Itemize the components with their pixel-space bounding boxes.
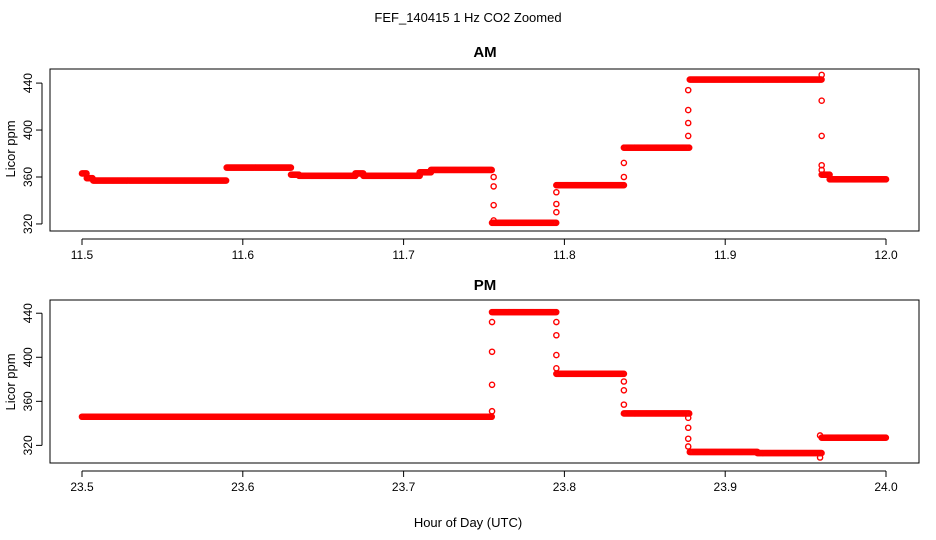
data-point xyxy=(553,188,560,196)
data-point xyxy=(488,381,496,389)
panel-am-x-tick-label: 12.0 xyxy=(874,248,898,262)
panel-am-x-tick-label: 11.5 xyxy=(71,248,94,262)
data-point xyxy=(684,106,692,114)
panel-pm-y-tick-label: 440 xyxy=(21,303,35,323)
data-point xyxy=(553,364,560,372)
data-point xyxy=(488,318,496,326)
data-point xyxy=(818,97,825,104)
panel-pm-plot-frame xyxy=(49,299,920,464)
data-point xyxy=(488,166,496,174)
data-point xyxy=(818,132,825,140)
panel-pm-x-tick-label: 23.9 xyxy=(714,480,738,494)
panel-am-y-tick-label: 320 xyxy=(21,214,35,234)
panel-pm-y-tick-label: 320 xyxy=(21,435,35,455)
panel-am-points xyxy=(78,71,890,227)
panel-am-y-tick-label: 440 xyxy=(21,73,35,93)
data-point xyxy=(882,176,890,183)
data-point xyxy=(490,183,497,190)
data-point xyxy=(553,318,560,326)
panel-am-y-tick-label: 360 xyxy=(21,167,35,187)
panel-am-x-tick-label: 11.6 xyxy=(232,248,255,262)
data-point xyxy=(620,387,628,394)
panel-am-y-tick-label: 400 xyxy=(21,120,35,140)
panel-pm-x-tick-label: 23.6 xyxy=(231,480,255,494)
data-point xyxy=(620,370,628,378)
panel-pm-ylabel: Licor ppm xyxy=(3,353,18,410)
data-point xyxy=(553,200,560,208)
data-point xyxy=(684,443,692,450)
data-point xyxy=(552,219,560,227)
data-point xyxy=(488,348,496,356)
panel-pm-title: PM xyxy=(474,277,497,294)
data-point xyxy=(684,132,692,140)
data-point xyxy=(818,166,825,174)
data-point xyxy=(684,435,692,443)
data-point xyxy=(553,351,560,359)
panel-am-title: AM xyxy=(473,44,496,61)
data-point xyxy=(553,331,560,339)
data-point xyxy=(818,71,825,79)
data-point xyxy=(490,217,497,224)
data-point xyxy=(620,401,628,408)
panel-pm-y-tick-label: 400 xyxy=(21,347,35,367)
data-point xyxy=(488,407,496,415)
data-point xyxy=(816,432,824,439)
panel-pm-x-tick-label: 23.5 xyxy=(70,480,94,494)
panel-pm: PM Licor ppm 23.5 23.6 23.7 23.8 23.9 24.0 320… xyxy=(3,277,920,494)
panel-am-x-tick-label: 11.8 xyxy=(553,248,576,262)
data-point xyxy=(816,454,824,461)
data-point xyxy=(684,119,692,127)
panel-pm-axes: 23.5 23.6 23.7 23.8 23.9 24.0 320 360 400 440 xyxy=(21,303,898,494)
panel-am-axes: 11.5 11.6 11.7 11.8 11.9 12.0 320 360 400 440 xyxy=(21,73,898,262)
data-point xyxy=(684,86,692,94)
panel-am-ylabel: Licor ppm xyxy=(3,120,18,177)
data-point xyxy=(222,177,230,184)
figure-title: FEF_140415 1 Hz CO2 Zoomed xyxy=(374,10,561,25)
data-point xyxy=(620,173,628,181)
panel-am-x-tick-label: 11.9 xyxy=(714,248,737,262)
data-point xyxy=(684,414,692,422)
panel-pm-x-tick-label: 23.8 xyxy=(553,480,577,494)
data-point xyxy=(490,173,497,181)
data-point xyxy=(620,181,628,189)
data-point xyxy=(620,378,628,385)
panel-pm-x-tick-label: 23.7 xyxy=(392,480,416,494)
panel-pm-x-tick-label: 24.0 xyxy=(874,480,898,494)
panel-pm-y-tick-label: 360 xyxy=(21,391,35,411)
panel-pm-points xyxy=(78,308,890,461)
x-axis-label: Hour of Day (UTC) xyxy=(414,515,522,530)
data-point xyxy=(553,208,560,216)
data-point xyxy=(552,308,560,316)
data-point xyxy=(620,159,628,167)
panel-am-plot-frame xyxy=(49,68,920,232)
panel-am: AM Licor ppm 11.5 11.6 11.7 11.8 11.9 12.0 320… xyxy=(3,44,920,262)
data-point xyxy=(490,201,497,209)
data-point xyxy=(684,424,692,432)
data-point xyxy=(685,144,693,151)
data-point xyxy=(287,164,295,171)
data-point xyxy=(882,434,890,441)
panel-am-x-tick-label: 11.7 xyxy=(392,248,415,262)
